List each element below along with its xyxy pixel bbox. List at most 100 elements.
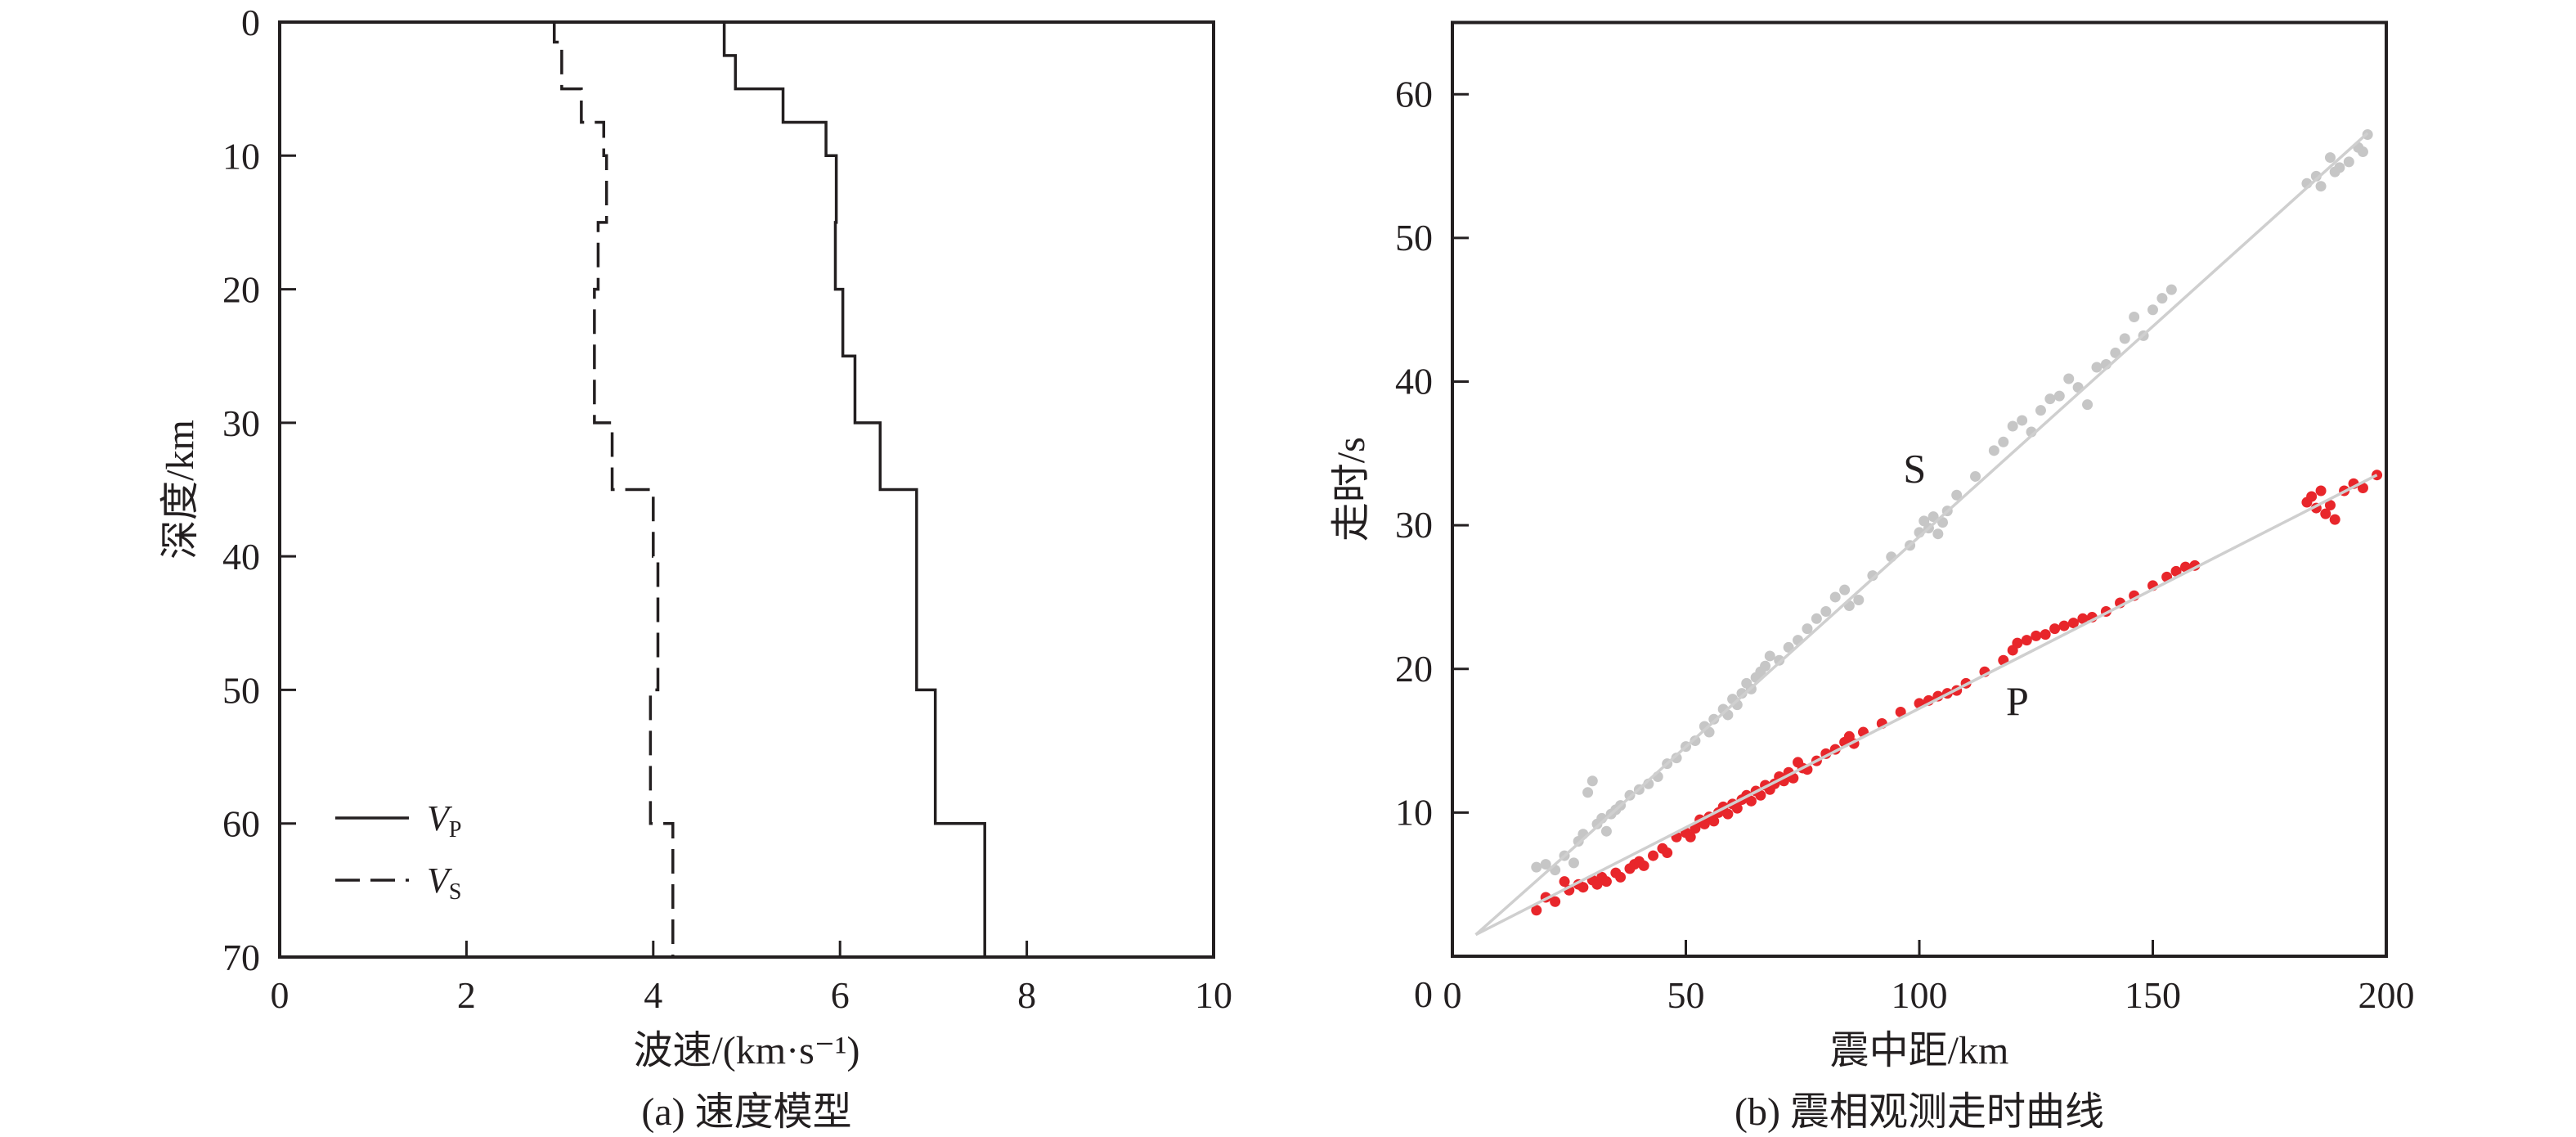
y-tick-label: 60 bbox=[1395, 73, 1433, 115]
data-point-p bbox=[1690, 823, 1701, 834]
data-point-p bbox=[2320, 508, 2331, 519]
data-point-s bbox=[1760, 660, 1771, 672]
data-point-p bbox=[2315, 485, 2327, 497]
phase-label-s: S bbox=[1903, 445, 1926, 491]
panel-caption: (b) 震相观测走时曲线 bbox=[1735, 1090, 2104, 1134]
velocity-profile-vs bbox=[552, 22, 675, 957]
y-tick-label: 50 bbox=[1395, 217, 1433, 258]
data-point-s bbox=[2053, 390, 2065, 402]
data-point-s bbox=[1531, 861, 1542, 873]
data-point-s bbox=[1932, 528, 1944, 540]
fit-line-p bbox=[1474, 474, 2378, 937]
data-point-s bbox=[1951, 489, 1963, 501]
data-point-p bbox=[1685, 831, 1696, 843]
y-tick-label: 0 bbox=[241, 2, 260, 43]
data-point-s bbox=[1582, 787, 1594, 798]
y-tick-label: 50 bbox=[222, 669, 260, 711]
data-point-s bbox=[2091, 362, 2103, 373]
x-tick-label: 100 bbox=[1892, 974, 1948, 1016]
velocity-profile-vp bbox=[722, 22, 986, 957]
data-point-s bbox=[1671, 753, 1682, 764]
x-tick-label: 50 bbox=[1667, 974, 1705, 1016]
data-point-p bbox=[2067, 618, 2079, 629]
data-point-p bbox=[2329, 514, 2340, 525]
y-tick-label: 40 bbox=[222, 536, 260, 577]
data-point-p bbox=[2077, 613, 2089, 624]
y-tick-label: 10 bbox=[222, 135, 260, 177]
data-point-p bbox=[1600, 876, 1612, 888]
data-point-p bbox=[2040, 629, 2051, 640]
data-point-s bbox=[2044, 393, 2056, 405]
data-point-p bbox=[1895, 706, 1906, 717]
x-tick-label: 6 bbox=[831, 974, 850, 1016]
data-point-s bbox=[2156, 293, 2168, 304]
data-point-s bbox=[1568, 857, 1579, 869]
data-point-p bbox=[1550, 896, 1561, 907]
data-point-p bbox=[1559, 876, 1570, 888]
data-point-s bbox=[2119, 333, 2130, 344]
data-point-s bbox=[2035, 405, 2046, 416]
y-tick-label: 40 bbox=[1395, 361, 1433, 402]
phase-label-p: P bbox=[2006, 678, 2029, 724]
x-tick-label: 10 bbox=[1195, 974, 1232, 1016]
data-point-p bbox=[1615, 871, 1627, 883]
y-tick-label: 10 bbox=[1395, 791, 1433, 833]
y-tick-label: 0 bbox=[1414, 973, 1433, 1015]
y-tick-label: 30 bbox=[222, 402, 260, 444]
data-point-s bbox=[1820, 606, 1832, 618]
legend-subscript: P bbox=[449, 817, 462, 843]
data-point-s bbox=[2147, 304, 2158, 316]
legend-label: VS bbox=[427, 861, 461, 905]
data-point-p bbox=[1745, 795, 1757, 807]
data-point-p bbox=[1648, 850, 1659, 861]
data-point-p bbox=[2031, 630, 2042, 641]
y-axis-title: 深度/km bbox=[159, 420, 202, 560]
data-point-p bbox=[1722, 808, 1734, 820]
legend-subscript: S bbox=[449, 879, 462, 905]
legend-label: VP bbox=[427, 798, 461, 843]
data-point-s bbox=[2324, 152, 2336, 164]
data-point-s bbox=[2110, 347, 2121, 358]
data-point-s bbox=[1540, 859, 1551, 870]
data-point-p bbox=[2306, 491, 2318, 502]
data-point-p bbox=[2179, 561, 2191, 573]
data-point-s bbox=[2343, 156, 2354, 168]
x-tick-label: 8 bbox=[1017, 974, 1036, 1016]
data-point-s bbox=[1736, 688, 1748, 699]
x-axis-title: 波速/(km·s⁻¹) bbox=[633, 1029, 859, 1072]
data-point-s bbox=[1853, 594, 1865, 605]
y-tick-label: 60 bbox=[222, 803, 260, 845]
data-point-s bbox=[2357, 146, 2368, 158]
legend-symbol: V bbox=[427, 798, 453, 838]
data-point-p bbox=[1755, 789, 1766, 801]
data-point-p bbox=[2012, 637, 2023, 649]
data-point-s bbox=[2165, 284, 2177, 295]
data-point-s bbox=[1839, 584, 1851, 595]
fit-line-s bbox=[1474, 132, 2369, 936]
data-point-s bbox=[1600, 825, 1612, 837]
data-point-p bbox=[1708, 816, 1720, 827]
y-tick-label: 70 bbox=[222, 937, 260, 978]
velocity-model-panel: 0 2 4 6 8 10 0 10 20 30 40 50 60 70 波速/(km·s⁻¹) 深度/km (a… bbox=[159, 2, 1232, 1134]
plot-frame bbox=[278, 20, 1215, 959]
data-point-s bbox=[1586, 775, 1598, 787]
data-point-s bbox=[2063, 373, 2075, 384]
data-point-p bbox=[1638, 860, 1649, 871]
legend-symbol: V bbox=[427, 861, 453, 901]
data-point-s bbox=[1867, 570, 1878, 582]
data-point-p bbox=[2058, 620, 2070, 631]
x-tick-label: 0 bbox=[271, 974, 289, 1016]
data-point-s bbox=[1811, 613, 1822, 624]
data-point-p bbox=[1662, 847, 1673, 859]
data-point-p bbox=[2021, 635, 2032, 646]
travel-time-panel: 0 50 100 150 200 0 10 20 30 40 50 60 震中距/km 走时/s (b) 震… bbox=[1330, 20, 2415, 1134]
y-tick-label: 20 bbox=[1395, 648, 1433, 690]
data-point-p bbox=[1531, 905, 1542, 916]
data-point-s bbox=[2017, 415, 2028, 426]
y-tick-label: 20 bbox=[222, 269, 260, 311]
y-tick-label: 30 bbox=[1395, 504, 1433, 546]
data-point-p bbox=[2357, 482, 2368, 493]
data-point-p bbox=[1577, 882, 1589, 893]
data-point-s bbox=[2007, 420, 2018, 432]
